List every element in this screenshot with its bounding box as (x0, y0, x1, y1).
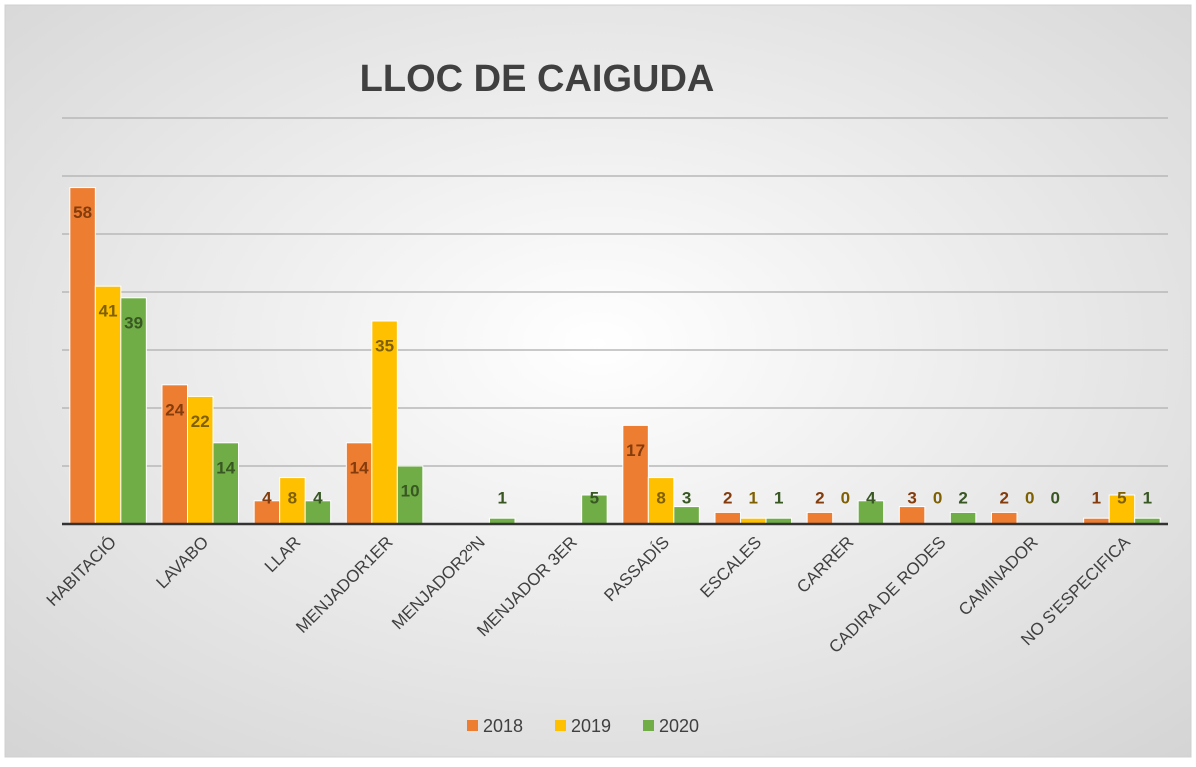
data-label: 1 (1092, 488, 1101, 507)
bar (187, 395, 214, 525)
bar (69, 187, 96, 525)
bar (371, 320, 398, 525)
legend-swatch (467, 720, 478, 731)
data-label: 0 (1025, 488, 1034, 507)
data-label: 0 (1051, 488, 1060, 507)
legend-label: 2020 (659, 716, 699, 736)
data-label: 0 (933, 488, 942, 507)
data-label: 2 (815, 488, 824, 507)
data-label: 39 (124, 313, 143, 332)
data-label: 17 (626, 441, 645, 460)
bar (396, 465, 424, 525)
data-label: 5 (1117, 488, 1126, 507)
legend-label: 2018 (483, 716, 523, 736)
bar (949, 511, 977, 525)
data-label: 8 (656, 488, 665, 507)
data-label: 2 (723, 488, 732, 507)
background (4, 4, 1192, 758)
data-label: 24 (165, 400, 184, 419)
data-label: 1 (749, 488, 758, 507)
bar (94, 285, 122, 525)
data-label: 14 (216, 458, 235, 477)
bar (991, 511, 1018, 525)
data-label: 8 (288, 488, 297, 507)
bar (345, 442, 373, 525)
data-label: 41 (99, 302, 118, 321)
data-label: 4 (262, 488, 272, 507)
data-label: 1 (498, 488, 507, 507)
legend-swatch (643, 720, 654, 731)
bar (1108, 494, 1136, 525)
bar (898, 506, 926, 525)
data-label: 3 (682, 488, 691, 507)
chart-title: LLOC DE CAIGUDA (360, 58, 715, 100)
data-label: 3 (907, 488, 916, 507)
data-label: 4 (313, 488, 323, 507)
data-label: 58 (73, 203, 92, 222)
bar (673, 506, 700, 525)
bar (581, 494, 608, 525)
bar (714, 511, 741, 525)
data-label: 4 (866, 488, 876, 507)
data-label: 22 (191, 412, 210, 431)
data-label: 35 (375, 336, 394, 355)
legend-label: 2019 (571, 716, 611, 736)
bar (806, 511, 834, 525)
data-label: 5 (590, 488, 599, 507)
data-label: 1 (774, 488, 783, 507)
legend-swatch (555, 720, 566, 731)
bar (212, 442, 239, 525)
data-label: 0 (841, 488, 850, 507)
data-label: 14 (350, 458, 369, 477)
data-label: 10 (401, 481, 420, 500)
data-label: 2 (958, 488, 967, 507)
data-label: 2 (1000, 488, 1009, 507)
data-label: 1 (1143, 488, 1152, 507)
